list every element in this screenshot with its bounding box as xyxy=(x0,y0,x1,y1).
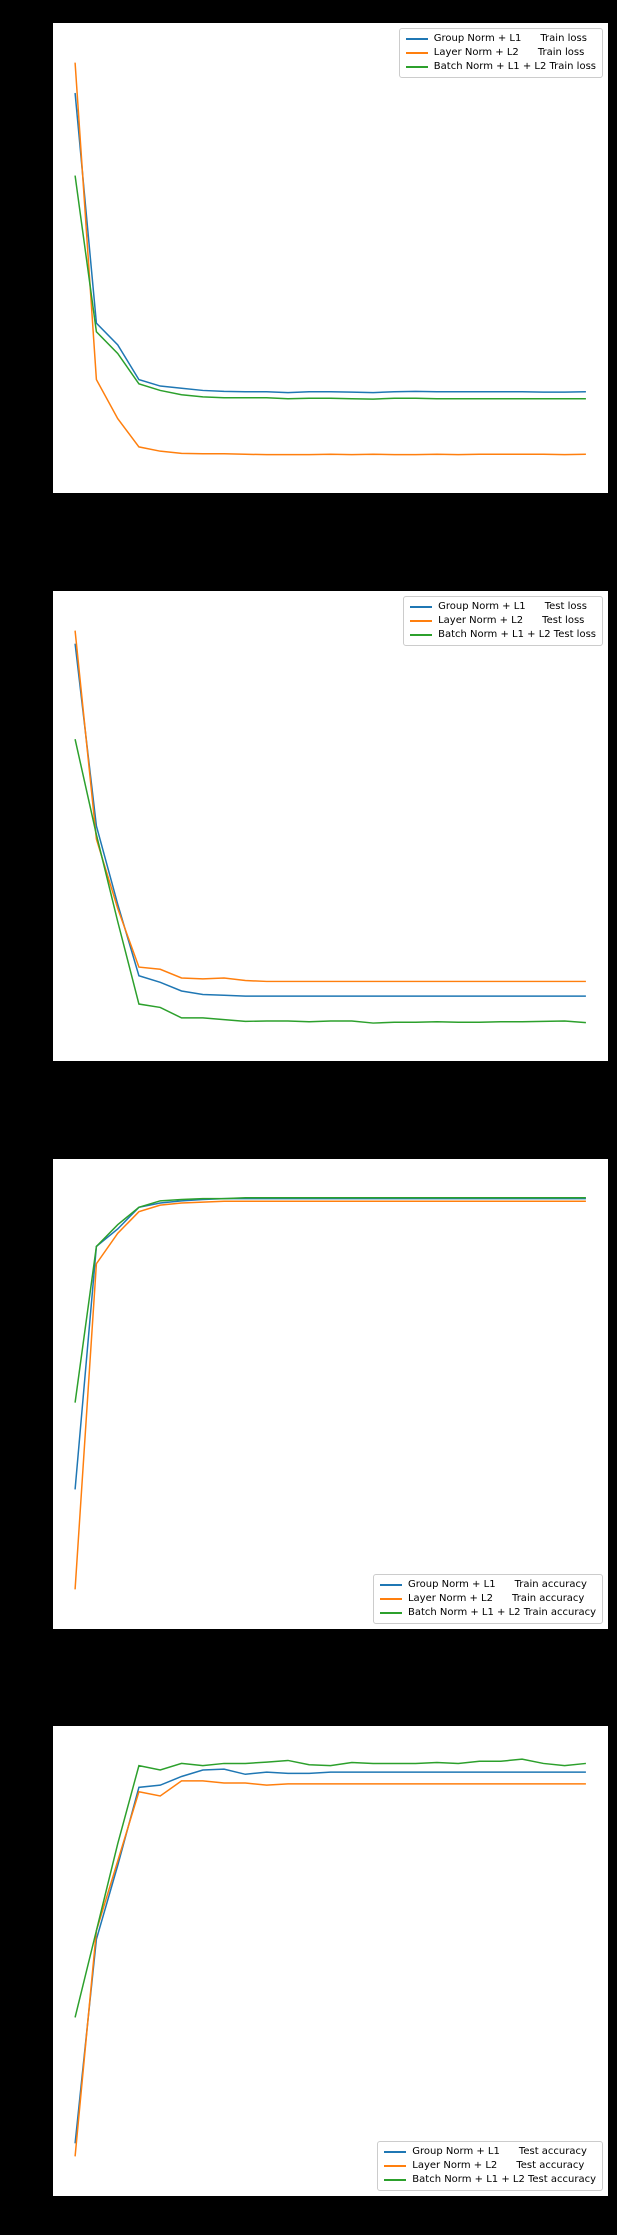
legend-label: Batch Norm + L1 + L2 Test accuracy xyxy=(412,2174,596,2185)
series-line-blue xyxy=(74,92,586,394)
series-line-green xyxy=(74,739,586,1024)
legend-swatch xyxy=(405,38,428,40)
test-accuracy-legend: Group Norm + L1 Test accuracy Layer Norm … xyxy=(377,2141,603,2191)
train-accuracy-chart: Group Norm + L1 Train accuracy Layer Norm… xyxy=(52,1158,609,1630)
legend-swatch xyxy=(410,634,433,636)
series-line-orange xyxy=(74,62,586,456)
legend-label: Group Norm + L1 Train loss xyxy=(433,33,587,44)
legend-swatch xyxy=(379,1584,402,1586)
legend-entry: Batch Norm + L1 + L2 Train loss xyxy=(405,60,596,74)
legend-entry: Batch Norm + L1 + L2 Train accuracy xyxy=(379,1606,596,1620)
series-line-orange xyxy=(74,630,586,983)
legend-entry: Group Norm + L1 Train accuracy xyxy=(379,1578,596,1592)
legend-entry: Layer Norm + L2 Train accuracy xyxy=(379,1592,596,1606)
train-loss-legend: Group Norm + L1 Train loss Layer Norm + L… xyxy=(398,28,603,78)
legend-swatch xyxy=(384,2151,407,2153)
legend-entry: Batch Norm + L1 + L2 Test accuracy xyxy=(384,2173,596,2187)
legend-label: Batch Norm + L1 + L2 Train loss xyxy=(433,61,596,72)
legend-entry: Group Norm + L1 Test loss xyxy=(410,600,596,614)
legend-label: Layer Norm + L2 Train accuracy xyxy=(407,1593,585,1604)
test-accuracy-plot xyxy=(74,1758,586,2157)
test-accuracy-chart: Group Norm + L1 Test accuracy Layer Norm … xyxy=(52,1725,609,2197)
legend-entry: Layer Norm + L2 Test loss xyxy=(410,614,596,628)
series-line-blue xyxy=(74,1768,586,2144)
legend-swatch xyxy=(384,2179,407,2181)
legend-entry: Layer Norm + L2 Train loss xyxy=(405,46,596,60)
legend-label: Group Norm + L1 Train accuracy xyxy=(407,1579,587,1590)
legend-swatch xyxy=(410,620,433,622)
legend-label: Group Norm + L1 Test loss xyxy=(438,601,587,612)
legend-swatch xyxy=(384,2165,407,2167)
legend-swatch xyxy=(379,1612,402,1614)
legend-label: Layer Norm + L2 Train loss xyxy=(433,47,585,58)
legend-swatch xyxy=(405,66,428,68)
train-loss-chart: Group Norm + L1 Train loss Layer Norm + L… xyxy=(52,22,609,494)
test-loss-chart: Group Norm + L1 Test loss Layer Norm + L2… xyxy=(52,590,609,1062)
legend-entry: Group Norm + L1 Train loss xyxy=(405,32,596,46)
legend-entry: Layer Norm + L2 Test accuracy xyxy=(384,2159,596,2173)
test-loss-plot xyxy=(74,630,586,1024)
train-accuracy-legend: Group Norm + L1 Train accuracy Layer Norm… xyxy=(372,1574,603,1624)
legend-swatch xyxy=(405,52,428,54)
legend-label: Group Norm + L1 Test accuracy xyxy=(412,2146,587,2157)
legend-entry: Group Norm + L1 Test accuracy xyxy=(384,2145,596,2159)
series-line-orange xyxy=(74,1780,586,2157)
series-line-green xyxy=(74,1758,586,2018)
legend-label: Batch Norm + L1 + L2 Train accuracy xyxy=(407,1607,596,1618)
legend-label: Batch Norm + L1 + L2 Test loss xyxy=(438,629,596,640)
legend-entry: Batch Norm + L1 + L2 Test loss xyxy=(410,628,596,642)
series-line-green xyxy=(74,175,586,400)
series-line-green xyxy=(74,1196,586,1403)
test-loss-legend: Group Norm + L1 Test loss Layer Norm + L2… xyxy=(403,596,603,646)
series-line-blue xyxy=(74,1197,586,1490)
legend-swatch xyxy=(379,1598,402,1600)
legend-swatch xyxy=(410,606,433,608)
train-accuracy-plot xyxy=(74,1196,586,1590)
train-loss-plot xyxy=(74,62,586,456)
legend-label: Layer Norm + L2 Test loss xyxy=(438,615,585,626)
legend-label: Layer Norm + L2 Test accuracy xyxy=(412,2160,585,2171)
series-line-orange xyxy=(74,1200,586,1590)
series-line-blue xyxy=(74,643,586,997)
